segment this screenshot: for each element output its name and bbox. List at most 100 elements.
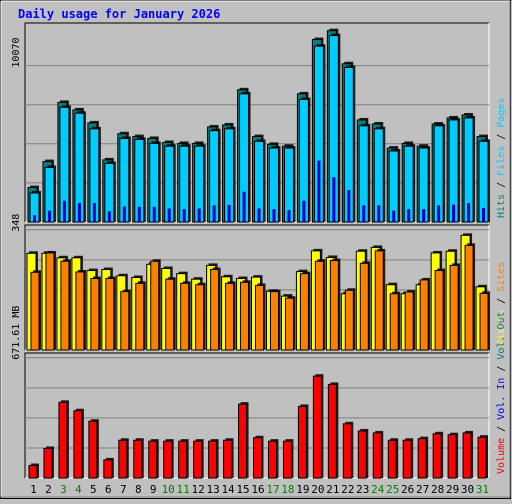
bar-sites-day-30: [464, 244, 474, 351]
bar-pages-day-13: [212, 205, 216, 222]
bar-pages-day-22: [347, 190, 351, 222]
day-label-21: 21: [326, 483, 339, 496]
bar-volume-day-21: [327, 383, 337, 479]
bar-sites-day-9: [150, 260, 160, 351]
day-label-26: 26: [401, 483, 414, 496]
bar-volume-day-7: [118, 439, 128, 479]
bar-pages-day-1: [33, 215, 36, 222]
bar-pages-day-9: [152, 206, 156, 222]
day-label-19: 19: [296, 483, 309, 496]
bar-sites-day-25: [389, 293, 399, 351]
ymax-label-volume: 671.61 MB: [11, 306, 22, 360]
ymax-label-hits-files-pages: 10070: [11, 37, 22, 67]
bar-pages-day-29: [452, 204, 456, 222]
day-label-11: 11: [177, 483, 190, 496]
bar-sites-day-17: [269, 291, 279, 351]
day-label-15: 15: [236, 483, 249, 496]
legend-volume: Volume / Vol. In / Vol. Out: [496, 311, 507, 474]
chart-title: Daily usage for January 2026: [18, 7, 220, 21]
bar-sites-day-2: [45, 252, 55, 351]
day-label-28: 28: [431, 483, 444, 496]
legend-hits-files-pages: Hits / Files / Pages: [496, 98, 507, 218]
bar-sites-day-16: [255, 284, 265, 351]
panel-hits-files-pages: 10070 Hits / Files / Pages: [11, 22, 507, 223]
bar-pages-day-31: [482, 207, 486, 222]
panel-volume: 671.61 MB Volume / Vol. In / Vol. Out: [11, 306, 507, 479]
day-label-29: 29: [446, 483, 459, 496]
bar-volume-day-12: [193, 440, 203, 479]
day-label-16: 16: [251, 483, 264, 496]
day-label-1: 1: [30, 483, 37, 496]
bar-sites-day-8: [135, 282, 145, 351]
bar-sites-day-22: [344, 289, 354, 351]
bar-volume-day-25: [387, 439, 397, 479]
bar-sites-day-5: [90, 278, 100, 351]
bar-pages-day-18: [287, 210, 291, 222]
legend-entry: Pages: [496, 98, 507, 128]
bar-sites-day-21: [329, 260, 339, 351]
day-label-4: 4: [75, 483, 82, 496]
bar-pages-day-12: [197, 208, 201, 222]
day-label-23: 23: [356, 483, 369, 496]
bar-volume-day-24: [372, 432, 382, 479]
day-label-7: 7: [120, 483, 127, 496]
legend-entry: /: [496, 128, 507, 146]
day-label-18: 18: [281, 483, 294, 496]
bar-pages-day-25: [392, 210, 396, 222]
bar-sites-day-12: [195, 284, 205, 351]
day-label-30: 30: [461, 483, 474, 496]
bar-volume-day-6: [103, 459, 113, 479]
bar-pages-day-15: [242, 191, 246, 222]
bar-volume-day-10: [163, 440, 173, 479]
day-label-10: 10: [162, 483, 175, 496]
bar-pages-day-4: [77, 203, 81, 222]
bar-pages-day-7: [122, 206, 126, 222]
bar-pages-day-10: [167, 208, 171, 222]
bar-sites-day-3: [60, 260, 70, 351]
legend-entry: Volume: [496, 438, 507, 474]
bar-pages-day-21: [332, 177, 336, 222]
day-label-22: 22: [341, 483, 354, 496]
bar-sites-day-27: [419, 279, 429, 351]
bar-sites-day-7: [120, 291, 130, 351]
day-label-25: 25: [386, 483, 399, 496]
bar-volume-day-2: [43, 447, 53, 479]
bar-sites-day-26: [404, 291, 414, 351]
bar-volume-day-29: [447, 434, 457, 479]
legend-entry: /: [496, 420, 507, 438]
bar-volume-day-4: [73, 410, 83, 479]
bar-pages-day-24: [377, 205, 381, 222]
bar-pages-day-5: [92, 203, 96, 222]
bar-pages-day-28: [437, 205, 441, 222]
day-label-8: 8: [135, 483, 142, 496]
bar-pages-day-30: [467, 203, 471, 222]
bar-pages-day-23: [362, 205, 366, 222]
day-label-13: 13: [206, 483, 219, 496]
bar-volume-day-5: [88, 420, 98, 479]
bar-sites-day-11: [180, 282, 190, 351]
day-label-6: 6: [105, 483, 112, 496]
bar-pages-day-27: [422, 209, 426, 222]
bar-pages-day-26: [407, 209, 411, 222]
bar-pages-day-19: [302, 200, 306, 222]
bar-volume-day-20: [312, 375, 322, 479]
legend-entry: Hits: [496, 194, 507, 218]
day-label-20: 20: [311, 483, 324, 496]
bar-volume-day-16: [253, 437, 263, 479]
bar-sites-day-18: [284, 297, 294, 351]
legend-entry: Files: [496, 146, 507, 176]
legend-visits-sites: Visits / Sites: [496, 262, 507, 346]
bar-volume-day-30: [462, 432, 472, 479]
bar-pages-day-6: [107, 211, 111, 222]
bar-sites-day-19: [299, 273, 309, 351]
bar-volume-day-9: [148, 440, 158, 479]
bar-sites-day-31: [479, 292, 489, 351]
chart-panels: 10070 Hits / Files / Pages 348 Visits / Sit…: [11, 22, 507, 479]
bar-sites-day-24: [374, 250, 384, 351]
bar-volume-day-3: [58, 401, 68, 479]
day-label-31: 31: [476, 483, 489, 496]
bar-sites-day-14: [225, 282, 235, 351]
bar-volume-day-28: [432, 433, 442, 479]
legend-entry: /: [496, 292, 507, 310]
